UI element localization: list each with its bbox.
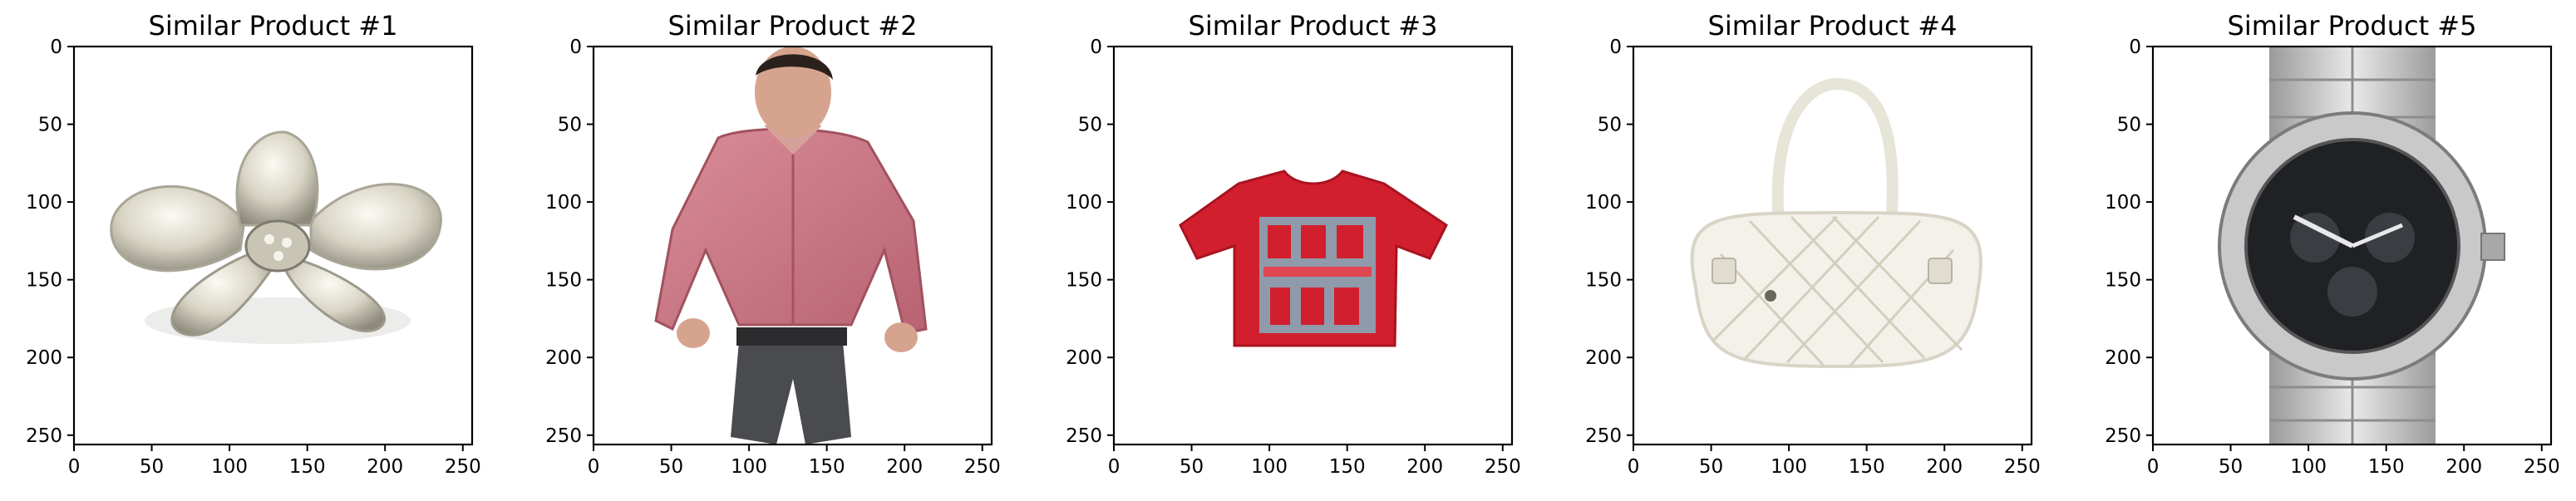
- y-tick-label: 150: [1066, 270, 1102, 292]
- axes-frame: [2151, 45, 2553, 446]
- y-tick-label: 100: [1066, 192, 1102, 214]
- x-tick-label: 0: [2147, 456, 2160, 478]
- x-tick-label: 0: [1628, 456, 1640, 478]
- x-tick-label: 200: [1926, 456, 1963, 478]
- axes-frame: [72, 45, 474, 446]
- x-tick-label: 50: [659, 456, 683, 478]
- y-tick-label: 0: [1609, 37, 1622, 58]
- x-tick-label: 150: [809, 456, 845, 478]
- subplot-title: Similar Product #3: [1189, 10, 1438, 42]
- axes-frame: [592, 45, 993, 446]
- y-tick-label: 150: [545, 270, 582, 292]
- y-tick-label: 250: [1585, 425, 1622, 447]
- x-tick-label: 200: [367, 456, 403, 478]
- subplot-3: Similar Product #3 0 50 100 150 200 250 0 50 100 1…: [1066, 10, 1521, 478]
- subplot-5: Similar Product #5 0 50 100 150 200 250 0 50 100 1…: [2105, 10, 2560, 478]
- product-image-watch: [2153, 47, 2551, 445]
- subplot-title: Similar Product #2: [668, 10, 918, 42]
- y-tick-label: 150: [26, 270, 62, 292]
- x-tick-label: 150: [1329, 456, 1366, 478]
- y-tick-label: 50: [2117, 115, 2141, 136]
- x-tick-label: 250: [2004, 456, 2041, 478]
- x-tick-label: 100: [211, 456, 248, 478]
- x-tick-label: 100: [2290, 456, 2327, 478]
- x-tick-label: 100: [731, 456, 767, 478]
- subplot-title: Similar Product #5: [2228, 10, 2477, 42]
- axes-frame: [1632, 45, 2033, 446]
- y-tick-label: 100: [545, 192, 582, 214]
- y-tick-label: 50: [1078, 115, 1102, 136]
- subplot-2: Similar Product #2 0 50 100 150 200 250 0 50 100 1…: [545, 10, 1001, 478]
- x-tick-label: 150: [289, 456, 326, 478]
- y-tick-label: 0: [50, 37, 62, 58]
- y-tick-label: 250: [26, 425, 62, 447]
- y-tick-label: 200: [2105, 347, 2141, 369]
- x-tick-label: 250: [445, 456, 481, 478]
- subplot-1: Similar Product #1 0 50 100 150 200 250 0 50 100 1…: [26, 10, 481, 478]
- x-tick-label: 150: [2368, 456, 2405, 478]
- axes-frame: [1112, 45, 1514, 446]
- product-image-handbag: [1633, 47, 2032, 445]
- x-tick-label: 0: [68, 456, 81, 478]
- x-tick-label: 200: [886, 456, 923, 478]
- y-tick-label: 100: [26, 192, 62, 214]
- y-tick-label: 250: [545, 425, 582, 447]
- product-image-shirt: [594, 47, 992, 445]
- y-tick-label: 200: [26, 347, 62, 369]
- y-tick-label: 250: [1066, 425, 1102, 447]
- subplot-title: Similar Product #1: [149, 10, 398, 42]
- y-tick-label: 200: [1585, 347, 1622, 369]
- product-image-tshirt: [1114, 47, 1512, 445]
- x-tick-label: 0: [588, 456, 600, 478]
- x-tick-label: 50: [140, 456, 164, 478]
- y-tick-label: 150: [2105, 270, 2141, 292]
- product-image-brooch: [74, 47, 472, 445]
- x-tick-label: 200: [1406, 456, 1443, 478]
- y-tick-label: 150: [1585, 270, 1622, 292]
- y-tick-label: 50: [38, 115, 62, 136]
- y-tick-label: 0: [2129, 37, 2141, 58]
- x-tick-label: 0: [1108, 456, 1121, 478]
- y-tick-label: 100: [2105, 192, 2141, 214]
- x-tick-label: 150: [1849, 456, 1885, 478]
- subplot-title: Similar Product #4: [1708, 10, 1958, 42]
- x-tick-label: 250: [964, 456, 1001, 478]
- x-tick-label: 250: [2524, 456, 2560, 478]
- x-tick-label: 250: [1485, 456, 1521, 478]
- x-tick-label: 200: [2445, 456, 2482, 478]
- x-tick-label: 50: [1699, 456, 1723, 478]
- y-tick-label: 200: [1066, 347, 1102, 369]
- x-tick-label: 50: [2219, 456, 2243, 478]
- y-tick-label: 50: [1598, 115, 1622, 136]
- y-tick-label: 50: [558, 115, 582, 136]
- y-tick-label: 0: [1090, 37, 1102, 58]
- y-tick-label: 250: [2105, 425, 2141, 447]
- x-tick-label: 50: [1180, 456, 1204, 478]
- y-tick-label: 0: [569, 37, 582, 58]
- y-tick-label: 100: [1585, 192, 1622, 214]
- x-tick-label: 100: [1771, 456, 1807, 478]
- x-tick-label: 100: [1251, 456, 1288, 478]
- subplot-4: Similar Product #4 0 50 100 150 200 250 0 50 100 1…: [1585, 10, 2041, 478]
- y-tick-label: 200: [545, 347, 582, 369]
